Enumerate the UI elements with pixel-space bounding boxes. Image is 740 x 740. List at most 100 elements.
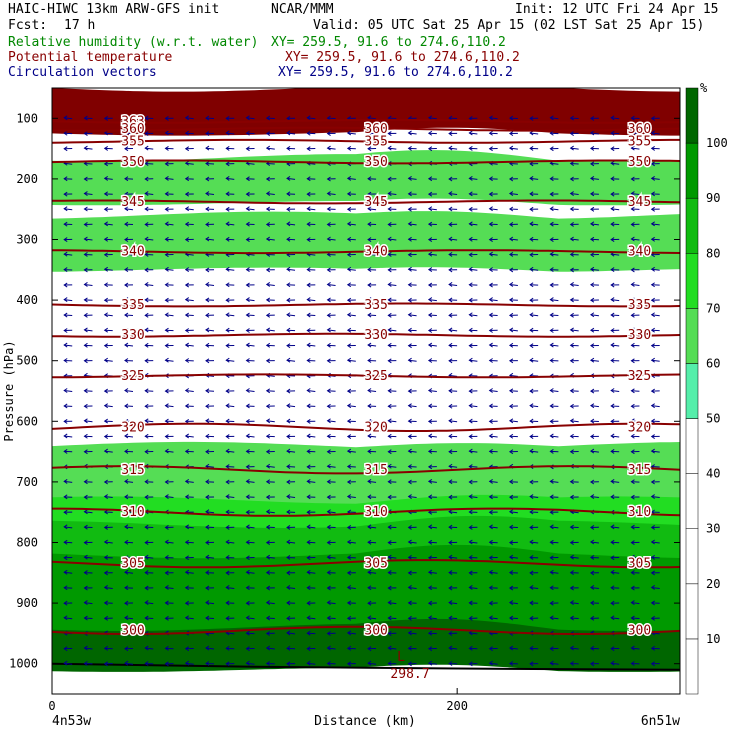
circulation-vector — [144, 433, 154, 439]
circulation-vector — [630, 585, 640, 591]
circulation-vector — [387, 661, 397, 666]
circulation-vector — [225, 388, 235, 394]
colorbar-bin — [685, 638, 699, 695]
circulation-vector — [549, 206, 559, 212]
circulation-vector — [448, 267, 458, 273]
circulation-vector — [326, 206, 336, 212]
circulation-vector — [205, 176, 215, 182]
y-tick-label: 200 — [16, 172, 38, 186]
circulation-vector — [367, 251, 377, 257]
circulation-vector — [590, 434, 599, 439]
circulation-vector — [225, 555, 235, 560]
circulation-vector — [508, 297, 518, 303]
surface-line — [52, 662, 680, 671]
circulation-vector — [448, 206, 458, 212]
circulation-vector — [427, 237, 437, 243]
colorbar-level-label: 20 — [706, 577, 720, 591]
circulation-vector — [407, 418, 417, 424]
circulation-vector — [184, 600, 194, 606]
circulation-vector — [529, 221, 539, 227]
circulation-vector — [124, 282, 133, 288]
circulation-vector — [326, 661, 336, 666]
circulation-vector — [205, 645, 215, 651]
circulation-vector — [63, 448, 73, 454]
circulation-vector — [124, 146, 133, 152]
circulation-vector — [427, 176, 437, 182]
circulation-vector — [630, 661, 640, 666]
circulation-vector — [205, 115, 215, 121]
circulation-vector — [387, 327, 397, 333]
circulation-vector — [184, 312, 194, 318]
circulation-vector — [427, 282, 437, 288]
circulation-vector — [650, 555, 660, 560]
circulation-vector — [326, 631, 336, 636]
circulation-vector — [468, 206, 478, 212]
circulation-vector — [549, 237, 559, 243]
circulation-vector — [346, 555, 356, 560]
circulation-vector — [387, 570, 397, 576]
circulation-vector — [286, 448, 296, 454]
circulation-vector — [610, 433, 620, 439]
circulation-vector — [448, 176, 458, 182]
circulation-vector — [225, 282, 235, 288]
circulation-vector — [367, 615, 377, 621]
circulation-vector — [549, 555, 559, 561]
circulation-vector — [569, 206, 579, 212]
circulation-vector — [367, 585, 377, 591]
circulation-vector — [103, 418, 113, 424]
circulation-vector — [205, 615, 215, 621]
circulation-vector — [286, 266, 296, 272]
isentrope-label: 300 — [364, 623, 387, 638]
circulation-vector — [124, 494, 134, 500]
circulation-vector — [468, 600, 478, 606]
circulation-vector — [529, 509, 539, 515]
circulation-vector — [448, 115, 458, 121]
circulation-vector — [306, 464, 316, 470]
circulation-vector — [468, 252, 478, 258]
circulation-vector — [590, 130, 599, 136]
circulation-vector — [407, 343, 417, 349]
isentrope-label: 345 — [121, 195, 144, 210]
circulation-vector — [650, 191, 660, 197]
circulation-vector — [103, 175, 113, 181]
circulation-vector — [286, 297, 296, 303]
circulation-vector — [184, 282, 194, 288]
y-tick-label: 900 — [16, 596, 38, 610]
circulation-vector — [407, 555, 417, 560]
circulation-vector — [407, 539, 417, 545]
circulation-vector — [468, 570, 478, 576]
circulation-vector — [367, 478, 377, 484]
circulation-vector — [63, 615, 73, 621]
circulation-vector — [590, 418, 599, 424]
circulation-vector — [225, 448, 235, 454]
circulation-vector — [508, 554, 518, 560]
circulation-vector — [488, 660, 498, 666]
circulation-vector — [164, 661, 174, 667]
circulation-vector — [610, 115, 620, 121]
circulation-vector — [286, 357, 296, 363]
circulation-vector — [164, 494, 174, 499]
circulation-vector — [63, 221, 73, 227]
circulation-vector — [144, 600, 154, 606]
circulation-vector — [508, 327, 518, 333]
circulation-vector — [448, 540, 458, 546]
circulation-vector — [468, 509, 478, 515]
circulation-vector — [286, 539, 296, 545]
circulation-vector — [569, 282, 579, 287]
circulation-vector — [326, 388, 336, 394]
circulation-vector — [590, 343, 599, 349]
circulation-vector — [427, 130, 437, 136]
circulation-vector — [346, 661, 356, 667]
circulation-vector — [124, 358, 134, 363]
circulation-vector — [387, 388, 397, 394]
colorbar-level-label: 30 — [706, 522, 720, 536]
isentrope-label: 330 — [628, 328, 651, 343]
circulation-vector — [63, 509, 73, 515]
isentrope-320 — [52, 422, 680, 432]
circulation-vector — [650, 585, 660, 590]
circulation-vector — [650, 661, 660, 667]
circulation-vector — [610, 221, 620, 227]
circulation-vector — [488, 448, 498, 454]
circulation-vector — [407, 434, 417, 439]
